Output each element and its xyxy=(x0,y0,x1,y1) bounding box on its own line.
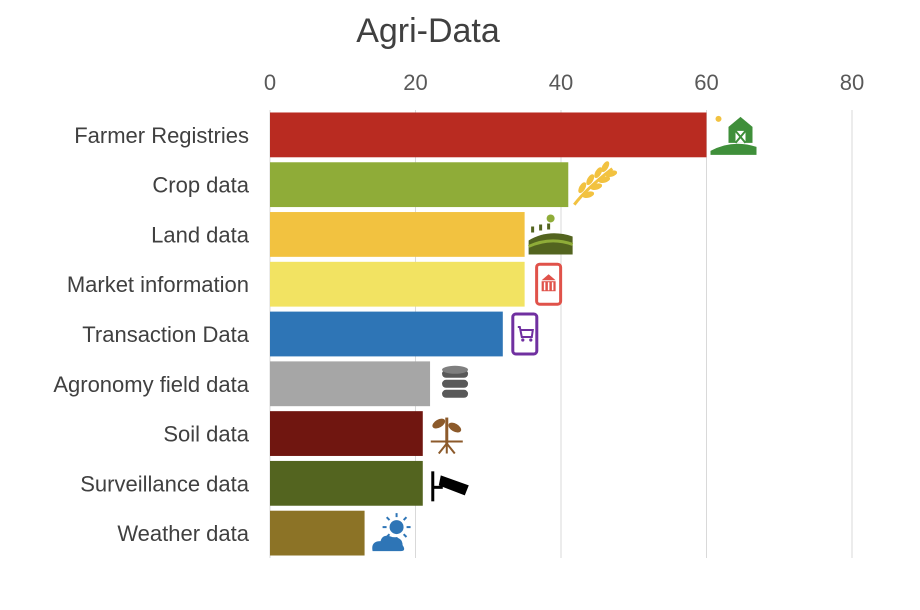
mobile-cart-icon xyxy=(511,312,539,356)
bar xyxy=(270,411,423,456)
plant-roots-icon xyxy=(430,417,463,455)
surveillance-camera-icon xyxy=(431,471,469,502)
mobile-bank-icon xyxy=(535,262,563,306)
wheat-icon xyxy=(573,161,618,206)
bar xyxy=(270,510,365,556)
x-tick-label: 0 xyxy=(264,70,276,95)
field-sun-icon xyxy=(528,214,574,255)
category-label: Market information xyxy=(67,272,249,297)
x-tick-label: 60 xyxy=(694,70,718,95)
category-labels: Farmer Registries Crop data Land data Marke… xyxy=(53,123,249,546)
category-label: Agronomy field data xyxy=(53,372,249,397)
chart-title: Agri-Data xyxy=(356,12,500,50)
category-label: Farmer Registries xyxy=(74,123,249,148)
sun-cloud-icon xyxy=(372,513,411,552)
bar xyxy=(270,261,525,307)
bar xyxy=(270,162,569,208)
category-label: Transaction Data xyxy=(82,322,249,347)
database-icon xyxy=(442,365,469,398)
category-label: Weather data xyxy=(117,521,249,546)
bar xyxy=(270,460,423,506)
category-label: Land data xyxy=(151,222,250,247)
x-tick-label: 80 xyxy=(840,70,864,95)
x-tick-label: 40 xyxy=(549,70,573,95)
category-label: Surveillance data xyxy=(80,471,250,496)
category-label: Soil data xyxy=(163,422,249,447)
bar-icons xyxy=(372,115,757,552)
bar xyxy=(270,311,503,357)
farm-barn-icon xyxy=(710,115,757,155)
bar xyxy=(270,212,525,257)
category-label: Crop data xyxy=(152,173,249,198)
bar xyxy=(270,361,431,407)
x-axis-ticks: 0 20 40 60 80 xyxy=(264,70,864,95)
bar xyxy=(270,112,707,158)
x-tick-label: 20 xyxy=(403,70,427,95)
bars xyxy=(270,112,707,556)
